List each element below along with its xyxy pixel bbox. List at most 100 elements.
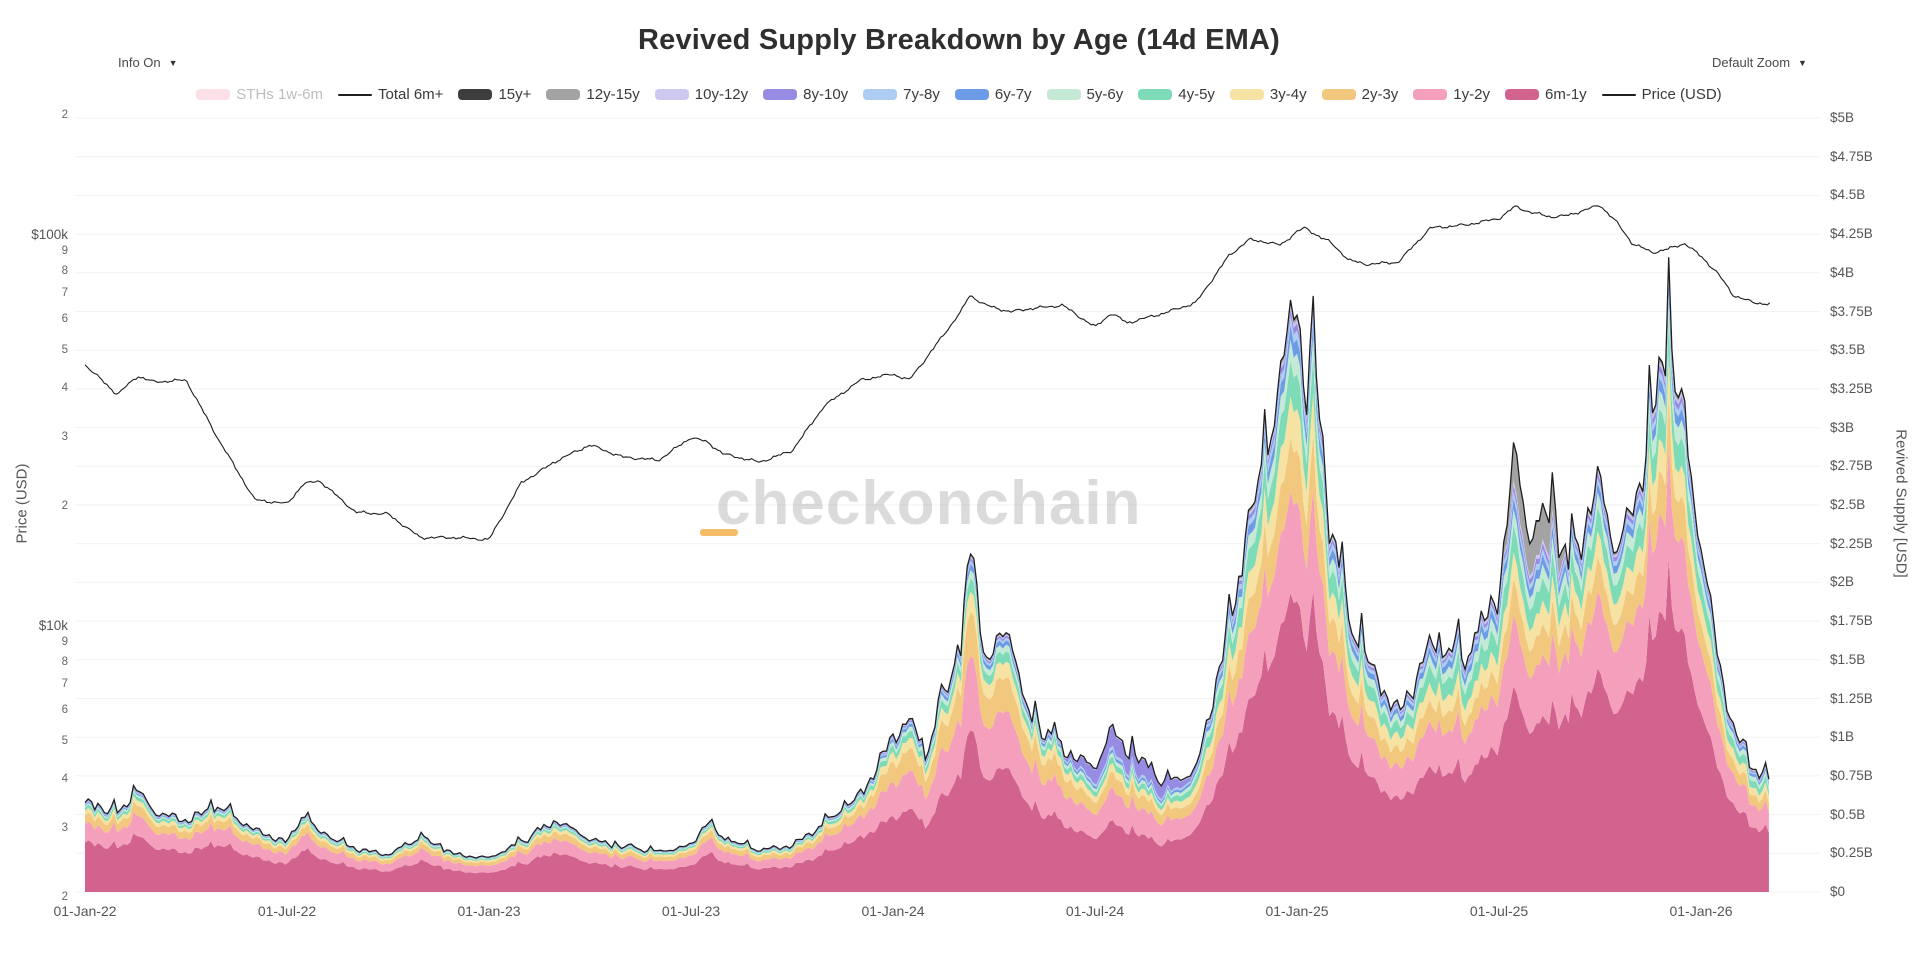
supply-axis-tick: $3B [1830,419,1855,435]
legend-item-8y-10y[interactable]: 8y-10y [763,86,848,103]
legend-color-swatch [863,89,898,100]
legend-color-swatch [763,89,798,100]
legend-color-swatch [654,89,689,100]
legend-line-swatch [337,93,372,96]
price-axis-tick: 8 [61,655,68,668]
price-axis-tick: 4 [61,382,68,395]
price-axis-tick: 2 [61,500,68,512]
supply-axis-tick: $2.5B [1830,497,1866,512]
legend-item-label: 6m-1y [1544,86,1587,103]
price-usd-line[interactable] [84,205,1771,541]
price-axis-tick: 6 [61,704,68,717]
chevron-down-icon: ▼ [168,57,178,68]
price-axis-tick: 6 [61,313,68,326]
supply-axis-tick: $4.5B [1830,187,1866,203]
legend-item-sths-1w-6m[interactable]: STHs 1w-6m [196,86,323,103]
legend-item-label: 10y-12y [694,86,749,103]
legend-color-swatch [1413,89,1448,100]
supply-axis-tick: $3.5B [1830,342,1866,358]
info-on-label: Info On [118,55,161,70]
legend-item-total-6m-[interactable]: Total 6m+ [337,86,444,103]
legend-item-label: 4y-5y [1178,86,1215,103]
supply-axis-tick: $2.75B [1830,458,1873,474]
legend-color-swatch [1321,89,1356,100]
legend-color-swatch [458,89,493,100]
legend-item-15y-[interactable]: 15y+ [458,86,531,103]
supply-axis-tick: $1.75B [1830,613,1873,629]
legend-item-2y-3y[interactable]: 2y-3y [1321,86,1399,103]
date-axis-tick: 01-Jul-23 [661,903,721,919]
legend-color-swatch [546,89,581,100]
price-axis-tick: 7 [61,678,68,691]
supply-axis-tick: $3.75B [1830,303,1873,319]
total-6m-plus-line[interactable] [84,257,1770,859]
price-axis-tick: 2 [61,109,68,121]
supply-axis-tick: $1B [1830,729,1855,745]
legend-color-swatch [1138,89,1173,100]
legend-item-label: 2y-3y [1361,86,1399,103]
price-axis-tick: $10k [38,617,68,633]
supply-axis-tick: $0.25B [1830,845,1873,861]
price-axis-tick: 5 [61,344,68,357]
legend-color-swatch [1504,89,1539,100]
legend-item-12y-15y[interactable]: 12y-15y [546,86,640,103]
date-axis-tick: 01-Jul-22 [257,903,317,919]
price-axis-tick: 2 [61,891,68,903]
legend-item-label: 12y-15y [586,86,640,103]
supply-axis-tick: $4B [1830,264,1855,280]
legend-item-label: 15y+ [498,86,532,103]
legend-line-swatch [1601,93,1636,96]
supply-axis-tick: $4.75B [1830,148,1873,164]
legend-item-label: 1y-2y [1453,86,1490,103]
price-axis-tick: 8 [61,264,68,277]
legend-item-6m-1y[interactable]: 6m-1y [1504,86,1587,103]
legend-item-label: 5y-6y [1086,86,1124,103]
legend-item-label: STHs 1w-6m [236,86,323,103]
date-axis-tick: 01-Jan-23 [457,903,521,919]
price-axis-tick: $100k [31,226,68,242]
watermark-accent-dash [700,529,738,536]
supply-axis-tick: $0.5B [1830,806,1866,822]
price-axis-tick: 4 [61,773,68,786]
supply-axis-tick: $0.75B [1830,767,1873,783]
page-title: Revived Supply Breakdown by Age (14d EMA… [637,24,1281,56]
supply-axis-tick: $4.25B [1830,226,1873,242]
supply-axis-tick: $0 [1830,884,1846,899]
date-axis-tick: 01-Jan-26 [1669,903,1733,919]
default-zoom-dropdown[interactable]: Default Zoom ▼ [1712,55,1807,70]
date-axis-tick: 01-Jan-25 [1265,903,1329,919]
legend-item-price-usd-[interactable]: Price (USD) [1601,86,1722,103]
legend-item-label: Total 6m+ [377,86,444,103]
supply-axis-tick: $5B [1830,110,1855,125]
legend-item-10y-12y[interactable]: 10y-12y [654,86,749,103]
legend-item-3y-4y[interactable]: 3y-4y [1229,86,1307,103]
price-axis-tick: 9 [61,635,68,648]
right-axis-title: Revived Supply [USD] [1892,429,1910,578]
legend-color-swatch [1229,89,1264,100]
checkonchain-watermark: checkonchain [716,469,1142,538]
supply-axis-tick: $1.25B [1830,690,1873,706]
legend-color-swatch [1046,89,1081,100]
legend-item-5y-6y[interactable]: 5y-6y [1046,86,1124,103]
supply-axis-tick: $2B [1830,574,1855,590]
price-axis-tick: 9 [61,244,68,257]
legend-item-7y-8y[interactable]: 7y-8y [863,86,940,103]
price-axis-tick: 5 [61,735,68,748]
date-axis-tick: 01-Jul-24 [1065,903,1125,919]
supply-axis-tick: $1.5B [1830,651,1866,667]
legend-color-swatch [196,89,231,100]
price-axis-tick: 7 [61,287,68,300]
supply-axis-tick: $2.25B [1830,535,1873,551]
date-axis-tick: 01-Jul-25 [1469,903,1529,919]
default-zoom-label: Default Zoom [1712,55,1791,70]
supply-axis-tick: $3.25B [1830,380,1873,396]
legend-item-1y-2y[interactable]: 1y-2y [1413,86,1490,103]
date-axis-tick: 01-Jan-22 [53,903,117,919]
age-band-6m-1y[interactable] [85,559,1769,892]
legend-item-label: 7y-8y [903,86,940,103]
legend-item-4y-5y[interactable]: 4y-5y [1138,86,1215,103]
info-on-dropdown[interactable]: Info On ▼ [118,55,178,70]
legend-item-6y-7y[interactable]: 6y-7y [954,86,1032,103]
